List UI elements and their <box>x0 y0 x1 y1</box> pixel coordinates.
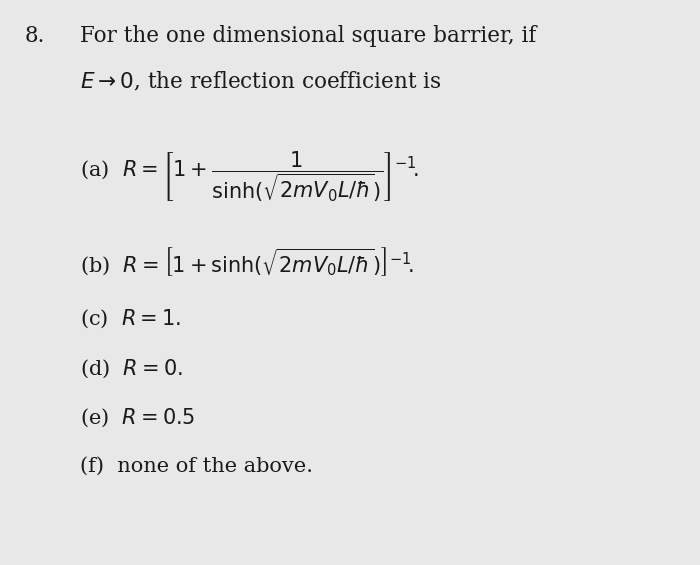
Text: (d)  $R = 0.$: (d) $R = 0.$ <box>80 357 183 380</box>
Text: $E \rightarrow 0$, the reflection coefficient is: $E \rightarrow 0$, the reflection coeffi… <box>80 71 442 94</box>
Text: (e)  $R = 0.5$: (e) $R = 0.5$ <box>80 407 196 429</box>
Text: 8.: 8. <box>25 25 45 47</box>
Text: (a)  $R = \left[1 + \dfrac{1}{\sinh(\sqrt{2mV_0L/\hbar})}\right]^{-1}\!.$: (a) $R = \left[1 + \dfrac{1}{\sinh(\sqrt… <box>80 150 420 205</box>
Text: (b)  $R = \left[1 + \sinh(\sqrt{2mV_0L/\hbar})\right]^{-1}\!.$: (b) $R = \left[1 + \sinh(\sqrt{2mV_0L/\h… <box>80 246 414 278</box>
Text: (f)  none of the above.: (f) none of the above. <box>80 457 314 476</box>
Text: (c)  $R = 1.$: (c) $R = 1.$ <box>80 308 181 331</box>
Text: For the one dimensional square barrier, if: For the one dimensional square barrier, … <box>80 25 537 47</box>
